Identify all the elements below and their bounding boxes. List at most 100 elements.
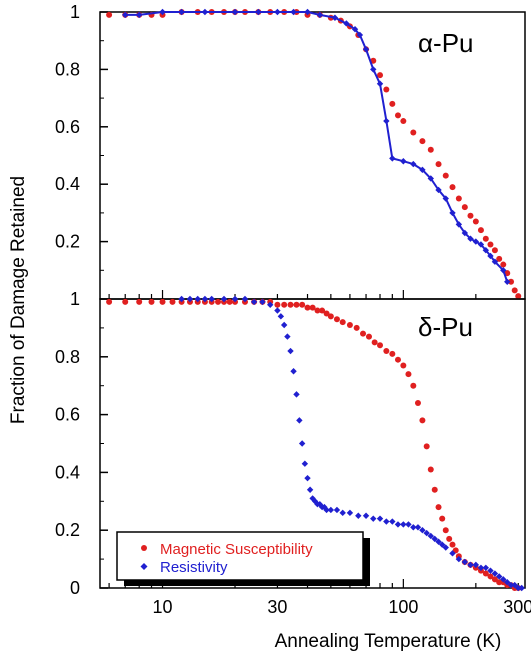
delta-pu-resistivity-point	[241, 295, 249, 303]
delta-pu-resistivity-point	[277, 313, 285, 320]
delta-pu-resistivity-point	[507, 581, 515, 589]
delta-pu-panel-label: δ-Pu	[418, 312, 473, 342]
alpha-pu-resistivity-point	[435, 186, 442, 194]
alpha-pu-resistivity-point	[389, 155, 396, 162]
delta-pu-resistivity-point	[231, 295, 239, 303]
delta-pu-resistivity-point	[515, 584, 522, 592]
delta-pu-magnetic-point	[482, 570, 489, 577]
delta-pu-resistivity-point	[267, 301, 274, 308]
delta-pu-resistivity-point	[410, 524, 417, 531]
x-tick-label: 30	[267, 597, 287, 617]
delta-pu-resistivity-point	[461, 558, 469, 566]
delta-pu-resistivity-point	[400, 521, 407, 528]
delta-pu-x-ticks: 10 30 100 300	[108, 579, 531, 617]
delta-pu-magnetic-point	[377, 342, 384, 349]
delta-pu-magnetic-point	[148, 298, 155, 305]
alpha-pu-magnetic-point	[467, 212, 474, 219]
delta-pu-magnetic-point	[136, 298, 143, 305]
alpha-pu-magnetic-point	[461, 204, 468, 211]
alpha-pu-resistivity-point	[482, 247, 490, 254]
delta-pu-resistivity-point	[370, 515, 377, 522]
delta-pu-resistivity-point	[472, 561, 480, 569]
alpha-pu-magnetic-point	[389, 100, 396, 107]
alpha-pu-magnetic-point	[491, 247, 498, 254]
delta-pu-magnetic-point	[394, 356, 401, 363]
alpha-pu-resistivity-point	[274, 8, 281, 16]
delta-pu-magnetic-point	[427, 466, 434, 473]
delta-pu-resistivity-point	[442, 544, 449, 551]
delta-pu-resistivity-point	[389, 518, 396, 525]
legend-label-resistivity: Resistivity	[160, 559, 228, 576]
delta-pu-magnetic-point	[106, 298, 113, 305]
y-tick-label: 0.6	[55, 405, 80, 425]
delta-pu-resistivity-point	[487, 567, 494, 574]
delta-pu-magnetic-point	[405, 371, 412, 378]
delta-pu-resistivity-point	[339, 509, 346, 517]
y-axis-label: Fraction of Damage Retained	[8, 176, 29, 424]
alpha-pu-magnetic-point	[455, 195, 462, 202]
delta-pu-resistivity-point	[194, 295, 201, 303]
delta-pu-resistivity-point	[467, 561, 474, 569]
delta-pu-magnetic-point	[281, 301, 288, 308]
delta-pu-magnetic-point	[293, 301, 300, 308]
alpha-pu-resistivity-point	[491, 258, 499, 265]
delta-pu-resistivity-point	[306, 486, 314, 493]
delta-pu-magnetic-point	[487, 573, 494, 580]
alpha-pu-resistivity-point	[410, 160, 417, 168]
delta-pu-resistivity-point	[383, 518, 390, 525]
delta-pu-series	[106, 295, 525, 592]
alpha-pu-resistivity-point	[159, 8, 166, 16]
delta-pu-resistivity-point	[405, 521, 412, 528]
alpha-pu-magnetic-point	[427, 146, 434, 153]
delta-pu-resistivity-point	[455, 555, 463, 563]
delta-pu-magnetic-point	[360, 330, 367, 337]
delta-pu-resistivity-point	[178, 295, 185, 303]
delta-pu-magnetic-point	[389, 350, 396, 357]
delta-pu-resistivity-point	[290, 368, 297, 375]
delta-pu-magnetic-point	[169, 298, 176, 305]
alpha-pu-resistivity-point	[461, 229, 469, 237]
alpha-pu-magnetic-point	[400, 118, 407, 125]
delta-pu-resistivity-point	[435, 538, 442, 545]
delta-pu-resistivity-point	[323, 506, 330, 514]
delta-pu-magnetic-point	[414, 400, 421, 407]
delta-pu-magnetic-point	[299, 301, 306, 308]
delta-pu-resistivity-point	[298, 440, 306, 447]
delta-pu-resistivity-point	[414, 524, 422, 531]
delta-pu-magnetic-point	[371, 339, 378, 346]
legend-label-magnetic: Magnetic Susceptibility	[160, 541, 313, 558]
x-tick-label: 100	[388, 597, 418, 617]
delta-pu-resistivity-point	[423, 529, 430, 537]
alpha-pu-magnetic-point	[449, 184, 456, 191]
delta-pu-magnetic-point	[400, 362, 407, 369]
delta-pu-magnetic-point	[449, 541, 456, 548]
delta-pu-magnetic-point	[365, 333, 372, 340]
delta-pu-magnetic-point	[287, 301, 294, 308]
delta-pu-resistivity-point	[293, 391, 300, 398]
delta-pu-resistivity-point	[504, 579, 511, 586]
alpha-pu-resistivity-point	[201, 8, 209, 16]
alpha-pu-panel: 0.2 0.4 0.6 0.8 1 α-Pu	[55, 2, 526, 300]
delta-pu-resistivity-point	[250, 298, 258, 306]
alpha-pu-resistivity-point	[362, 46, 370, 53]
alpha-pu-resistivity-point	[455, 221, 463, 228]
delta-pu-resistivity-point	[304, 474, 311, 482]
alpha-pu-resistivity-point	[449, 209, 456, 217]
delta-pu-resistivity-point	[491, 570, 499, 577]
y-tick-label: 0.2	[55, 520, 80, 540]
delta-pu-magnetic-point	[491, 576, 498, 583]
x-tick-label: 10	[153, 597, 173, 617]
delta-pu-resistivity-point	[511, 581, 518, 589]
alpha-pu-resistivity-point	[135, 11, 143, 19]
alpha-pu-resistivity-point	[467, 235, 474, 242]
x-axis-label: Annealing Temperature (K)	[275, 631, 502, 652]
delta-pu-magnetic-point	[333, 316, 340, 323]
y-tick-label: 1	[70, 289, 80, 309]
alpha-pu-magnetic-point	[477, 227, 484, 234]
y-tick-label: 0	[70, 578, 80, 598]
alpha-pu-resistivity-point	[477, 241, 485, 248]
delta-pu-magnetic-point	[319, 307, 326, 314]
delta-pu-y-ticks: 0 0.2 0.4 0.6 0.8 1	[55, 289, 108, 598]
delta-pu-resistivity-point	[394, 521, 402, 528]
delta-pu-resistivity-point	[449, 550, 456, 557]
